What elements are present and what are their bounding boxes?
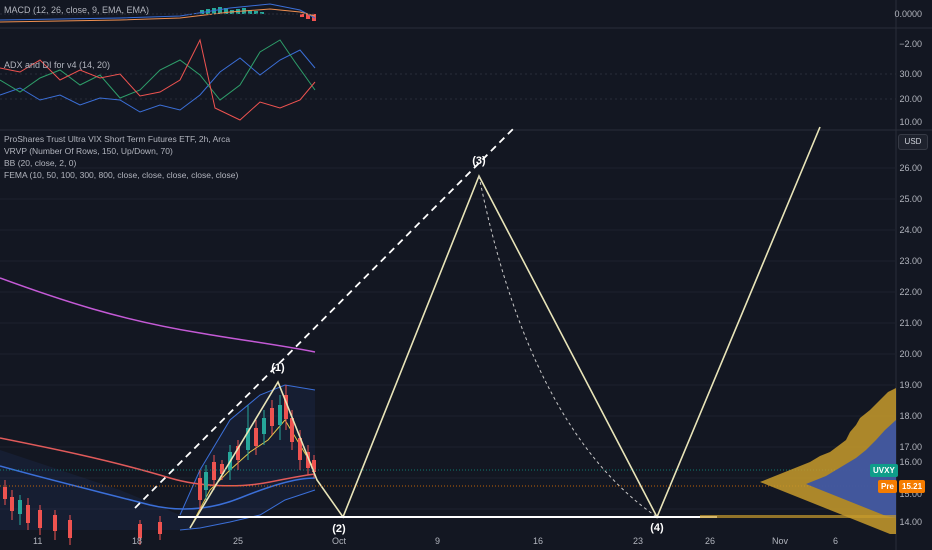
symbol-legend[interactable]: ProShares Trust Ultra VIX Short Term Fut… (4, 134, 231, 144)
adx-tick: 20.00 (899, 94, 922, 104)
price-tick: 15.00 (899, 489, 922, 499)
time-tick: 25 (233, 536, 244, 546)
time-tick: 18 (132, 536, 143, 546)
uvxy-price-tag[interactable]: UVXY (870, 464, 898, 477)
bollinger-band-fill (0, 385, 315, 530)
pre-market-price[interactable]: 15.21 (899, 480, 926, 493)
wave-label-1[interactable]: (1) (271, 362, 285, 374)
time-tick: 16 (533, 536, 544, 546)
macd-tick: 0.0000 (894, 9, 922, 19)
time-tick: 6 (833, 536, 839, 546)
volume-profile (700, 388, 896, 534)
wave-label-4[interactable]: (4) (650, 522, 664, 534)
ema-red (0, 437, 316, 487)
price-tick: 18.00 (899, 411, 922, 421)
pre-market-tag[interactable]: Pre (878, 480, 897, 493)
time-tick: 26 (705, 536, 716, 546)
adx-pane (0, 38, 896, 121)
price-tick: 16.00 (899, 457, 922, 467)
time-tick: 11 (33, 536, 43, 546)
macd-legend[interactable]: MACD (12, 26, close, 9, EMA, EMA) (4, 5, 150, 15)
wave-label-2[interactable]: (2) (332, 523, 346, 535)
adx-tick: 30.00 (899, 69, 922, 79)
price-tick: 14.00 (899, 517, 922, 527)
ema-blue (0, 465, 316, 510)
ema-yellow (189, 419, 316, 529)
wave-label-3[interactable]: (3) (472, 155, 486, 167)
wave-projection-dashed (478, 175, 658, 518)
price-tick: 17.00 (899, 442, 922, 452)
price-tick: 21.00 (899, 318, 922, 328)
price-tick: 23.00 (899, 256, 922, 266)
price-tick: 19.00 (899, 380, 922, 390)
minus-di-line (0, 38, 316, 121)
currency-button[interactable]: USD (898, 134, 928, 150)
time-tick: 23 (633, 536, 644, 546)
adx-line (0, 49, 316, 113)
ema-purple (0, 277, 316, 353)
adx-legend[interactable]: ADX and DI for v4 (14, 20) (4, 60, 111, 70)
price-tick: 22.00 (899, 287, 922, 297)
price-tick: 25.00 (899, 194, 922, 204)
macd-tick: −2.00 (899, 39, 922, 49)
trend-line-dashed (134, 126, 516, 509)
bollinger-upper (179, 384, 316, 516)
plus-di-line (0, 39, 316, 101)
time-tick: Nov (772, 536, 789, 546)
elliott-wave-drawing[interactable] (0, 126, 896, 529)
macd-signal-line (0, 8, 316, 23)
macd-pane (0, 3, 316, 23)
macd-line (0, 3, 316, 21)
vrvp-legend[interactable]: VRVP (Number Of Rows, 150, Up/Down, 70) (4, 146, 173, 156)
price-tick: 20.00 (899, 349, 922, 359)
fema-legend[interactable]: FEMA (10, 50, 100, 300, 800, close, clos… (4, 170, 239, 180)
bb-legend[interactable]: BB (20, close, 2, 0) (4, 158, 77, 168)
price-tick: 24.00 (899, 225, 922, 235)
main-gridlines (0, 167, 896, 510)
time-tick: Oct (332, 536, 347, 546)
adx-tick: 10.00 (899, 117, 922, 127)
price-tick: 26.00 (899, 163, 922, 173)
bollinger-lower (179, 489, 316, 531)
time-tick: 9 (435, 536, 441, 546)
